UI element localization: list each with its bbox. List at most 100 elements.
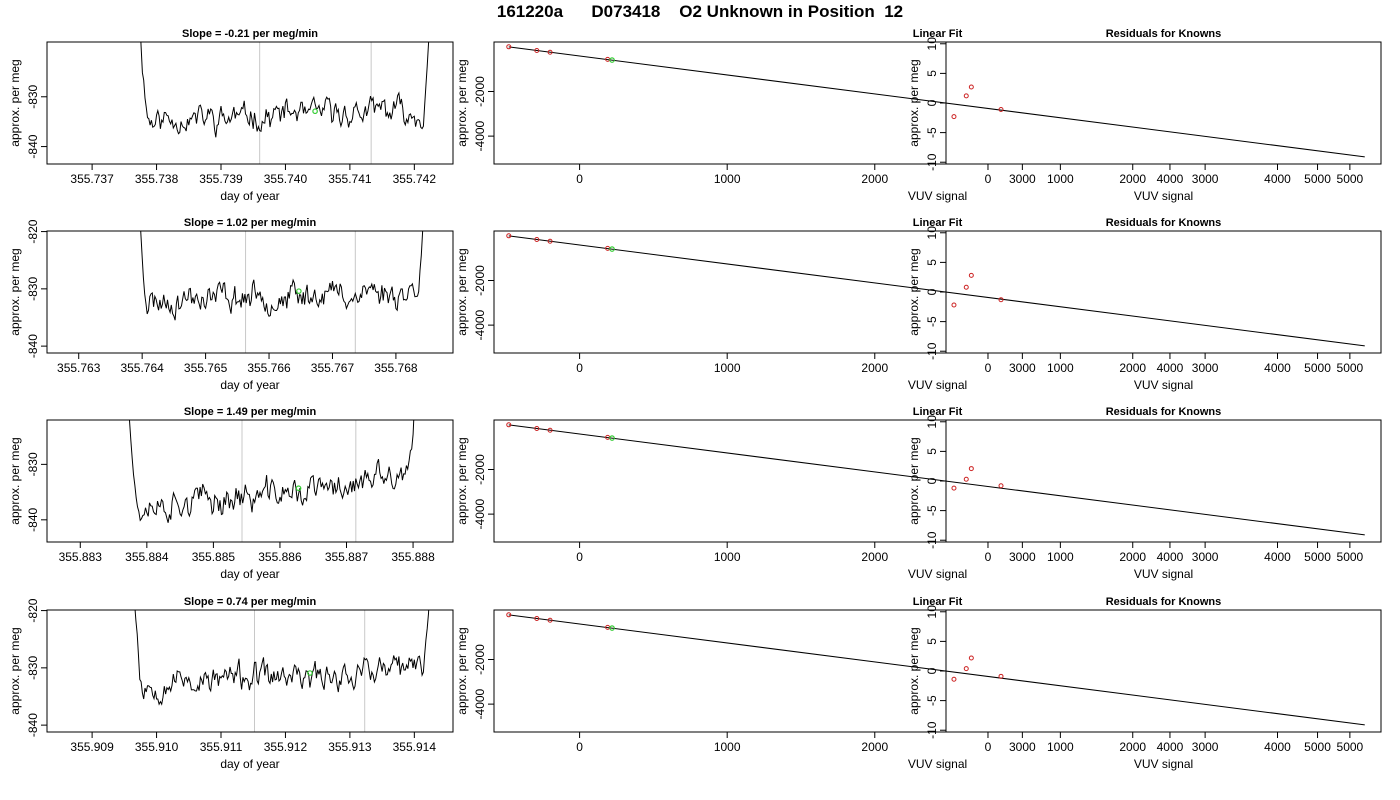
panel-title: Slope = -0.21 per meg/min [182, 28, 318, 40]
x-tick-label: 4000 [1264, 172, 1291, 186]
unknown-point [609, 435, 615, 441]
plot-area [506, 44, 1365, 158]
x-tick-label: 355.765 [184, 361, 228, 375]
y-tick-label: -820 [26, 219, 40, 243]
residual-point [968, 466, 974, 472]
x-tick-label: 355.768 [374, 361, 418, 375]
y-axis-label: approx. per meg [455, 248, 469, 335]
x-axis-label: day of year [220, 378, 279, 392]
x-axis-label: day of year [220, 189, 279, 203]
unknown-point [609, 57, 615, 63]
panel-title: Slope = 1.49 per meg/min [184, 406, 317, 418]
y-tick-label: 10 [925, 37, 939, 51]
y-tick-label: 5 [925, 448, 939, 455]
x-tick-label: 355.914 [393, 740, 437, 754]
x-tick-label: 355.767 [311, 361, 355, 375]
chart-panel-6: Residuals for Knowns 0 1000 2000 3000 4000 500… [907, 217, 1382, 392]
x-tick-label: 4000 [1157, 740, 1184, 754]
x-tick-label: 355.738 [135, 172, 179, 186]
y-tick-label: 5 [925, 259, 939, 266]
panel-title: Residuals for Knowns [1106, 596, 1222, 608]
y-axis-label: approx. per meg [907, 627, 921, 714]
panel-title: Residuals for Knowns [1106, 217, 1222, 229]
y-tick-label: -4000 [473, 309, 487, 340]
x-axis-label: VUV signal [1134, 378, 1193, 392]
y-tick-label: -10 [925, 531, 939, 549]
residual-point [951, 302, 957, 308]
x-tick-label: 0 [576, 172, 583, 186]
x-tick-label: 355.910 [135, 740, 179, 754]
y-tick-label: -5 [925, 505, 939, 516]
x-tick-label: 355.883 [59, 550, 103, 564]
x-tick-label: 3000 [1192, 172, 1219, 186]
x-tick-label: 355.741 [328, 172, 372, 186]
plot-area [128, 420, 415, 542]
plot-area [134, 610, 430, 732]
known-point [506, 612, 512, 618]
residual-point [998, 107, 1004, 113]
y-tick-label: -820 [26, 598, 40, 622]
x-tick-label: 3000 [1192, 740, 1219, 754]
x-tick-label: 355.766 [247, 361, 291, 375]
x-tick-label: 2000 [861, 550, 888, 564]
residual-point [998, 673, 1004, 679]
x-tick-label: 1000 [1047, 361, 1074, 375]
plot-frame [945, 41, 1382, 165]
x-tick-label: 355.912 [264, 740, 308, 754]
x-tick-label: 1000 [714, 361, 741, 375]
y-tick-label: -5 [925, 316, 939, 327]
y-tick-label: -830 [26, 84, 40, 108]
x-tick-label: 3000 [1192, 361, 1219, 375]
x-tick-label: 355.764 [120, 361, 164, 375]
x-axis-label: VUV signal [908, 189, 967, 203]
plot-frame [945, 230, 1382, 354]
x-tick-label: 1000 [714, 550, 741, 564]
x-axis-label: VUV signal [908, 757, 967, 771]
y-axis-label: approx. per meg [907, 437, 921, 524]
residual-point [968, 84, 974, 90]
x-tick-label: 0 [985, 172, 992, 186]
x-tick-label: 2000 [861, 172, 888, 186]
y-tick-label: -2000 [473, 644, 487, 675]
y-axis-label: approx. per meg [907, 59, 921, 146]
known-point [547, 49, 553, 55]
y-tick-label: 0 [925, 288, 939, 295]
x-axis-label: VUV signal [908, 567, 967, 581]
y-tick-label: -830 [26, 277, 40, 301]
x-tick-label: 5000 [1304, 550, 1331, 564]
fit-line [508, 235, 1365, 347]
y-tick-label: 0 [925, 477, 939, 484]
x-tick-label: 355.913 [328, 740, 372, 754]
signal-trace [128, 420, 415, 523]
x-tick-label: 0 [985, 550, 992, 564]
unknown-point [312, 108, 318, 115]
y-tick-label: -10 [925, 721, 939, 739]
x-tick-label: 0 [576, 361, 583, 375]
x-tick-label: 3000 [1009, 172, 1036, 186]
y-axis-label: approx. per meg [455, 627, 469, 714]
y-tick-label: 10 [925, 605, 939, 619]
unknown-point [609, 246, 615, 252]
y-tick-label: -840 [26, 507, 40, 531]
y-tick-label: -10 [925, 342, 939, 360]
known-point [547, 427, 553, 433]
unknown-point [307, 670, 313, 676]
x-tick-label: 4000 [1157, 361, 1184, 375]
chart-panel-9: Residuals for Knowns 0 1000 2000 3000 4000 500… [907, 406, 1382, 581]
x-tick-label: 0 [985, 740, 992, 754]
y-axis-label: approx. per meg [907, 248, 921, 335]
x-tick-label: 355.763 [57, 361, 101, 375]
x-tick-label: 5000 [1304, 740, 1331, 754]
panel-title: Linear Fit [913, 596, 963, 608]
plot-area [951, 272, 1004, 308]
signal-trace [140, 231, 424, 321]
known-point [547, 238, 553, 244]
x-axis-label: day of year [220, 757, 279, 771]
y-tick-label: 10 [925, 226, 939, 240]
known-point [534, 425, 540, 431]
